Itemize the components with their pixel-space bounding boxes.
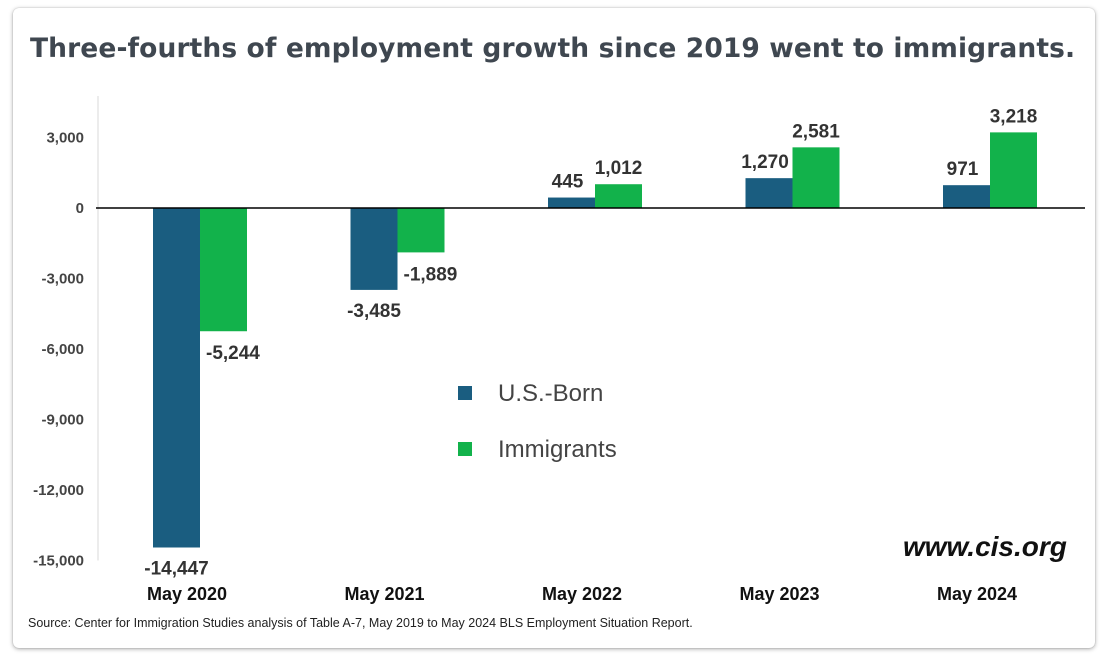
immigrants-bar xyxy=(990,132,1037,208)
y-tick-label: -9,000 xyxy=(41,412,84,429)
immigrants-data-label: -5,244 xyxy=(206,343,260,364)
legend-swatch-immigrants xyxy=(458,442,472,456)
y-tick-label: 3,000 xyxy=(46,130,84,147)
x-category-label: May 2023 xyxy=(739,584,819,604)
immigrants-bar xyxy=(397,208,445,253)
immigrants-data-label: 3,218 xyxy=(990,106,1038,127)
y-tick-label: -15,000 xyxy=(33,553,84,570)
x-category-label: May 2020 xyxy=(147,584,227,604)
watermark: www.cis.org xyxy=(903,531,1067,562)
y-tick-label: -12,000 xyxy=(33,482,84,499)
immigrants-data-label: 1,012 xyxy=(595,158,643,179)
us-born-data-label: 971 xyxy=(947,159,979,180)
us-born-data-label: 445 xyxy=(552,172,584,193)
us-born-data-label: -14,447 xyxy=(144,559,208,580)
us-born-bar xyxy=(943,185,990,208)
y-tick-label: -6,000 xyxy=(41,341,84,358)
immigrants-data-label: 2,581 xyxy=(792,121,840,142)
immigrants-data-label: -1,889 xyxy=(404,264,458,285)
legend-label-immigrants: Immigrants xyxy=(498,436,617,463)
us-born-bar xyxy=(548,197,595,208)
us-born-bar xyxy=(350,208,398,290)
x-category-label: May 2024 xyxy=(937,584,1017,604)
us-born-bar xyxy=(153,208,200,548)
x-category-label: May 2021 xyxy=(344,584,424,604)
legend-swatch-us-born xyxy=(458,386,472,400)
us-born-data-label: 1,270 xyxy=(741,152,789,173)
y-tick-label: -3,000 xyxy=(41,271,84,288)
y-tick-label: 0 xyxy=(76,200,84,217)
chart-title: Three-fourths of employment growth since… xyxy=(30,33,1076,64)
x-category-label: May 2022 xyxy=(542,584,622,604)
immigrants-bar xyxy=(595,184,642,208)
legend-label-us-born: U.S.-Born xyxy=(498,380,603,407)
us-born-bar xyxy=(745,178,793,208)
us-born-data-label: -3,485 xyxy=(347,301,401,322)
immigrants-bar xyxy=(792,147,840,208)
immigrants-bar xyxy=(200,208,247,332)
source-note: Source: Center for Immigration Studies a… xyxy=(28,616,693,630)
